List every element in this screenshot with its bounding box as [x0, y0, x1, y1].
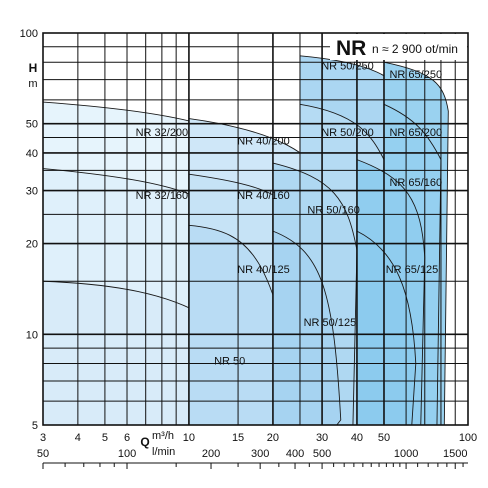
series-label-nr-40-125: NR 40/125: [237, 264, 290, 276]
x-tick-label: 50: [378, 432, 390, 444]
plot-frame: [42, 32, 469, 426]
secondary-scale: [42, 462, 468, 469]
y-tick-label: 10: [26, 329, 38, 341]
x-secondary-tick-label: 400: [286, 448, 304, 460]
x-secondary-tick-label: 300: [251, 448, 269, 460]
x-secondary-tick-label: 1000: [394, 448, 418, 460]
x-tick-label: 15: [232, 432, 244, 444]
series-label-nr-65-250: NR 65/250: [389, 69, 442, 81]
chart-title: NR: [336, 37, 366, 60]
x-secondary-tick-label: 50: [37, 448, 49, 460]
series-label-nr-50-160: NR 50/160: [307, 204, 360, 216]
chart-subtitle: n ≈ 2 900 ot/min: [372, 42, 458, 56]
area-nr-50-125: [272, 230, 342, 426]
y-tick-label: 20: [26, 239, 38, 251]
y-tick-label: 50: [26, 119, 38, 131]
x-tick-label: 40: [351, 432, 363, 444]
x-axis-label: Q: [140, 435, 149, 449]
y-axis-unit: m: [28, 78, 37, 90]
series-label-nr-50-200: NR 50/200: [321, 127, 374, 139]
title-box: [330, 34, 467, 60]
x-secondary-tick-label: 200: [202, 448, 220, 460]
x-secondary-tick-label: 1500: [443, 448, 467, 460]
series-label-nr-40-200: NR 40/200: [237, 135, 290, 147]
series-label-nr-40-160: NR 40/160: [237, 190, 290, 202]
y-tick-label: 5: [32, 420, 38, 432]
x-tick-label: 100: [459, 432, 477, 444]
x-secondary-tick-label: 500: [313, 448, 331, 460]
x-axis-unit-primary: m³/h: [152, 430, 174, 442]
x-tick-label: 5: [102, 432, 108, 444]
series-label-nr-50: NR 50: [214, 355, 245, 367]
y-axis-label: H: [29, 61, 38, 75]
series-label-nr-50-250: NR 50/250: [321, 61, 374, 73]
series-label-nr-65-160: NR 65/160: [389, 177, 442, 189]
x-secondary-tick-label: 100: [118, 448, 136, 460]
x-axis-unit-secondary: l/min: [152, 446, 175, 458]
series-label-nr-32-200: NR 32/200: [136, 127, 189, 139]
series-label-nr-65-125: NR 65/125: [386, 264, 439, 276]
x-tick-label: 6: [124, 432, 130, 444]
x-tick-label: 10: [183, 432, 195, 444]
region-labels: NR 50 NR 32/160 NR 32/200 NR 40/125 NR 40/16…: [136, 61, 443, 368]
y-tick-label: 40: [26, 148, 38, 160]
x-tick-label: 20: [267, 432, 279, 444]
x-tick-label: 30: [316, 432, 328, 444]
x-tick-label: 4: [75, 432, 81, 444]
series-label-nr-50-125: NR 50/125: [304, 317, 357, 329]
x-tick-label: 3: [40, 432, 46, 444]
series-label-nr-65-200: NR 65/200: [389, 127, 442, 139]
series-label-nr-32-160: NR 32/160: [136, 190, 189, 202]
y-tick-label: 100: [20, 28, 38, 40]
y-tick-label: 30: [26, 186, 38, 198]
